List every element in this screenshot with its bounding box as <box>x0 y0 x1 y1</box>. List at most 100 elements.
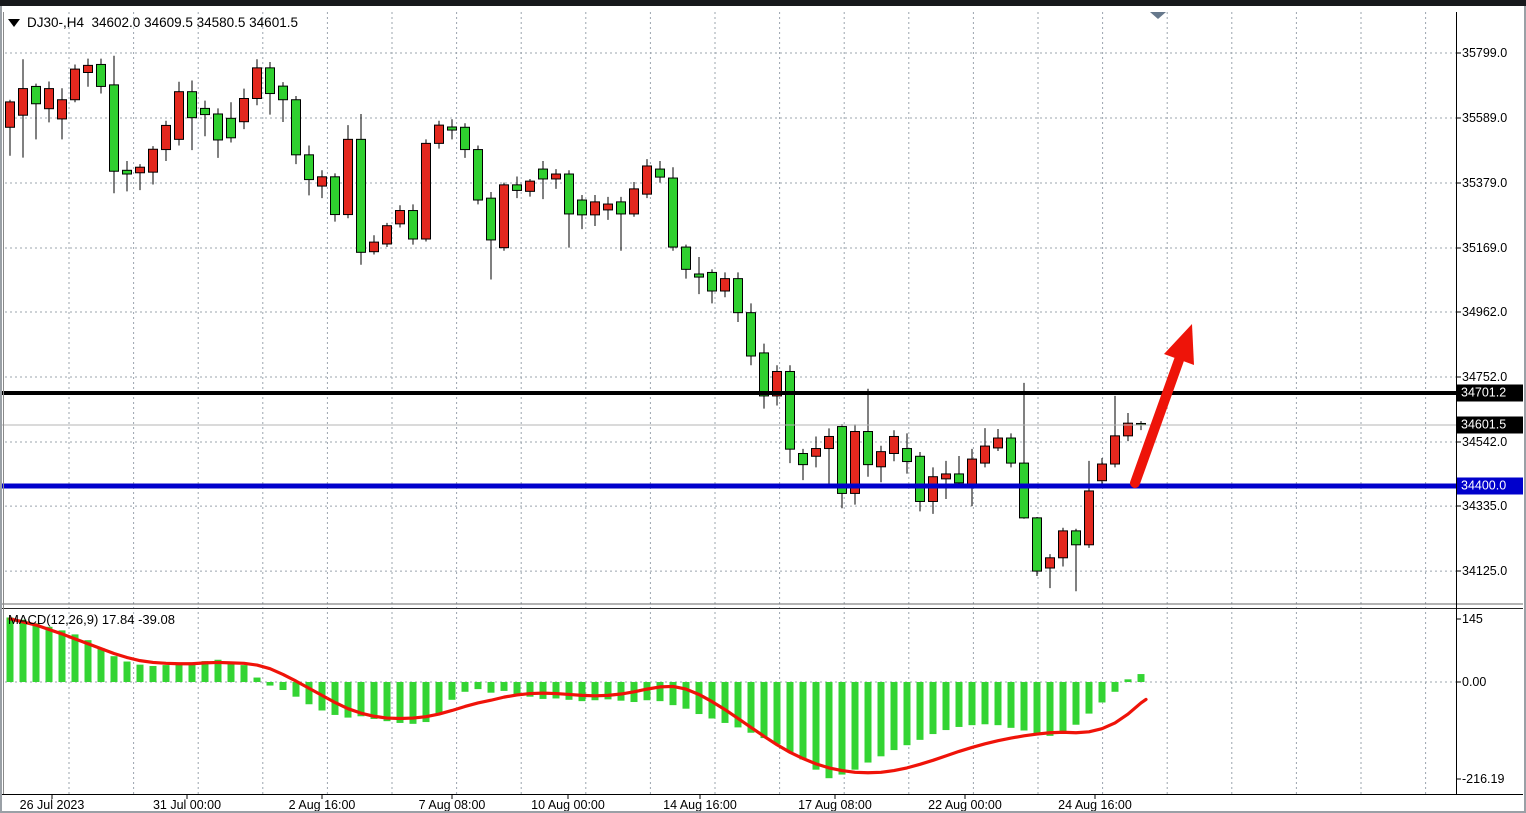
trend-arrow-head[interactable] <box>1164 324 1194 365</box>
price-axis-label: 35799.0 <box>1462 46 1508 60</box>
bull-candle <box>720 278 730 292</box>
bull-candle <box>811 448 821 457</box>
macd-histogram-bar <box>448 682 456 700</box>
macd-histogram-bar <box>292 682 300 697</box>
date-axis-label: 22 Aug 00:00 <box>928 798 1002 812</box>
macd-histogram-bar <box>825 682 833 779</box>
bear-candle <box>265 67 275 95</box>
bull-candle <box>772 370 782 397</box>
bear-candle <box>759 352 769 397</box>
macd-histogram-bar <box>981 682 989 725</box>
bear-candle <box>512 184 522 191</box>
bull-candle <box>1097 463 1107 482</box>
chart-canvas[interactable] <box>0 6 1526 813</box>
bear-candle <box>330 176 340 216</box>
bear-candle <box>564 173 574 215</box>
bear-candle <box>122 169 132 175</box>
bear-candle <box>291 99 301 156</box>
macd-histogram-bar <box>305 682 313 705</box>
chevron-down-icon[interactable] <box>8 18 20 27</box>
bull-candle <box>369 241 379 253</box>
macd-histogram-bar <box>149 665 157 682</box>
bull-candle <box>317 176 327 187</box>
bull-candle <box>70 68 80 101</box>
macd-histogram-bar <box>1059 682 1067 733</box>
price-level-badge: 34400.0 <box>1457 477 1523 495</box>
bull-candle <box>1045 557 1055 569</box>
macd-histogram-bar <box>942 682 950 731</box>
macd-histogram-bar <box>552 682 560 699</box>
macd-histogram-bar <box>422 682 430 723</box>
bull-candle <box>551 173 561 180</box>
macd-histogram-bar <box>786 682 794 752</box>
macd-histogram-bar <box>123 661 131 682</box>
bull-candle <box>525 180 535 192</box>
bull-candle <box>941 473 951 480</box>
macd-histogram-bar <box>643 682 651 701</box>
macd-histogram-bar <box>916 682 924 740</box>
macd-histogram-bar <box>539 682 547 699</box>
macd-histogram-bar <box>71 634 79 682</box>
macd-histogram-bar <box>344 682 352 718</box>
price-axis-label: 34962.0 <box>1462 305 1508 319</box>
macd-histogram-bar <box>331 682 339 715</box>
trend-arrow-shaft[interactable] <box>1130 355 1184 488</box>
price-axis-label: 35169.0 <box>1462 241 1508 255</box>
macd-histogram-bar <box>188 662 196 682</box>
macd-histogram-bar <box>1072 682 1080 725</box>
macd-histogram-bar <box>682 682 690 709</box>
macd-histogram-bar <box>877 682 885 757</box>
macd-histogram-bar <box>19 619 27 682</box>
macd-indicator-label: MACD(12,26,9) 17.84 -39.08 <box>8 612 175 627</box>
macd-histogram-bar <box>6 617 14 682</box>
macd-histogram-bar <box>383 682 391 722</box>
bull-candle <box>148 148 158 173</box>
macd-histogram-bar <box>773 682 781 745</box>
macd-histogram-bar <box>864 682 872 763</box>
macd-histogram-bar <box>656 682 664 702</box>
bull-candle <box>239 97 249 123</box>
bear-candle <box>655 168 665 178</box>
bull-candle <box>57 99 67 120</box>
macd-histogram-bar <box>136 664 144 682</box>
macd-histogram-bar <box>500 682 508 691</box>
bear-candle <box>681 246 691 270</box>
bull-candle <box>135 166 145 174</box>
macd-histogram-bar <box>695 682 703 715</box>
bear-candle <box>473 149 483 201</box>
bull-candle <box>1123 422 1133 437</box>
price-axis-label: 34335.0 <box>1462 499 1508 513</box>
bull-candle <box>5 101 15 128</box>
bull-candle <box>1084 490 1094 546</box>
bull-candle <box>967 458 977 487</box>
date-axis-label: 31 Jul 00:00 <box>152 798 222 812</box>
macd-histogram-bar <box>747 682 755 733</box>
date-axis-label: 17 Aug 08:00 <box>798 798 872 812</box>
window-border-bottom <box>0 811 1526 813</box>
macd-histogram-bar <box>1137 674 1145 682</box>
bull-candle <box>395 210 405 225</box>
macd-histogram-bar <box>58 630 66 682</box>
bear-candle <box>733 278 743 314</box>
macd-histogram-bar <box>214 659 222 682</box>
date-axis-label: 26 Jul 2023 <box>19 798 85 812</box>
bear-candle <box>304 154 314 181</box>
window-border-left <box>0 6 2 813</box>
macd-histogram-bar <box>760 682 768 739</box>
bear-candle <box>798 452 808 466</box>
macd-histogram-bar <box>838 682 846 775</box>
macd-histogram-bar <box>370 682 378 719</box>
macd-histogram-bar <box>396 682 404 723</box>
date-axis-label: 2 Aug 16:00 <box>288 798 356 812</box>
bear-candle <box>837 426 847 494</box>
chart-shift-marker[interactable] <box>1150 12 1166 19</box>
bear-candle <box>577 199 587 216</box>
bear-candle <box>954 473 964 484</box>
price-level-badge: 34701.2 <box>1457 384 1523 402</box>
bear-candle <box>31 85 41 105</box>
macd-histogram-bar <box>994 682 1002 726</box>
bear-candle <box>863 431 873 466</box>
macd-histogram-bar <box>591 682 599 701</box>
macd-histogram-bar <box>487 682 495 693</box>
